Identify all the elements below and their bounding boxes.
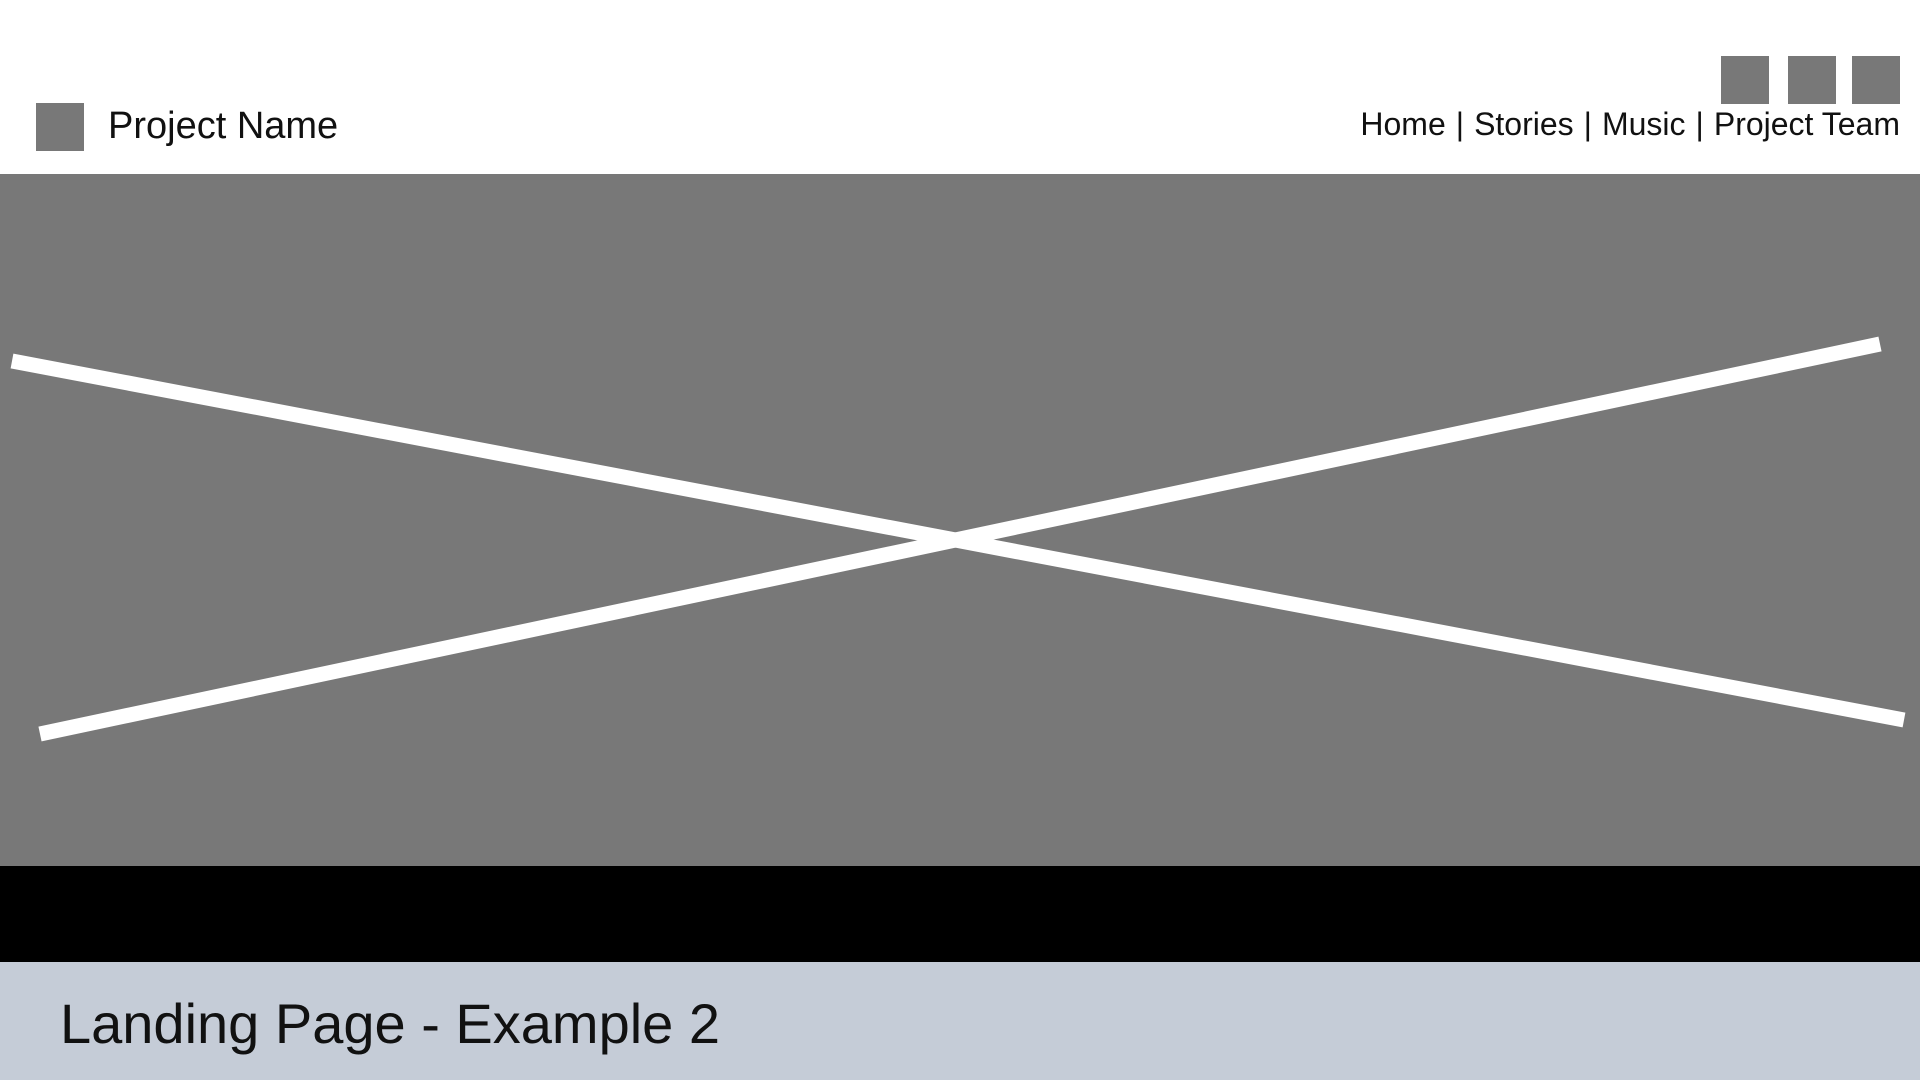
social-icon-2[interactable]	[1788, 56, 1836, 104]
nav-music[interactable]: Music	[1601, 106, 1686, 142]
social-icon-3[interactable]	[1852, 56, 1900, 104]
cross-line-2	[38, 336, 1882, 742]
main-nav: Home | Stories | Music | Project Team	[1360, 102, 1900, 146]
social-icon-1[interactable]	[1721, 56, 1769, 104]
page-caption: Landing Page - Example 2	[60, 992, 720, 1055]
nav-stories[interactable]: Stories	[1474, 106, 1574, 142]
black-band	[0, 866, 1920, 962]
nav-separator: |	[1583, 106, 1592, 142]
nav-home[interactable]: Home	[1360, 106, 1446, 142]
logo-placeholder-icon[interactable]	[36, 103, 84, 151]
image-placeholder-cross-icon	[10, 336, 1906, 742]
nav-separator: |	[1455, 106, 1465, 142]
nav-project-team[interactable]: Project Team	[1713, 106, 1900, 142]
project-name[interactable]: Project Name	[108, 105, 339, 147]
caption-bar: Landing Page - Example 2	[0, 962, 1920, 1080]
nav-separator: |	[1695, 106, 1704, 142]
site-header: Project Name Home | Stories | Music | Pr…	[0, 0, 1920, 174]
hero-image-placeholder	[0, 174, 1920, 866]
